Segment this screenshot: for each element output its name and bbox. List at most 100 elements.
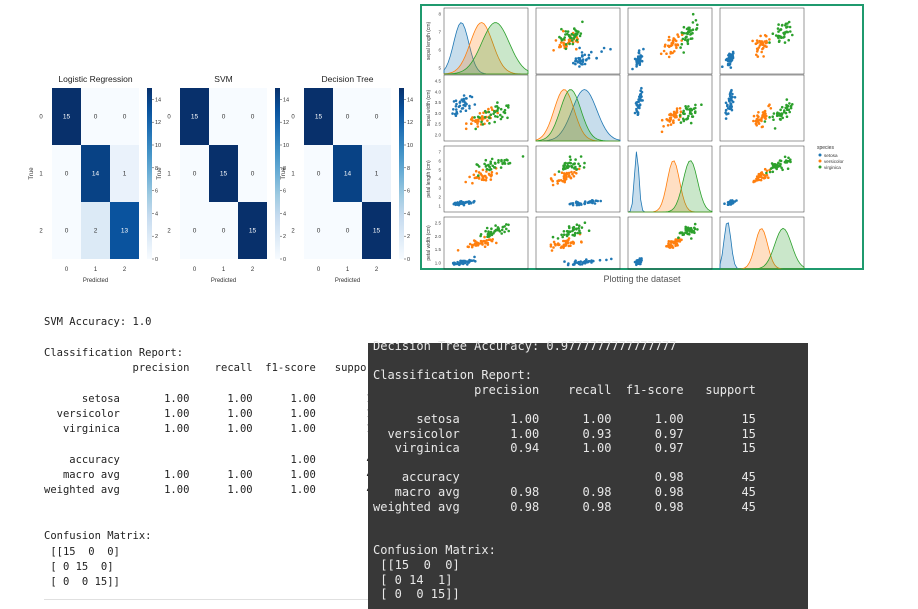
point-virginica xyxy=(566,30,570,33)
pairplot-tick-label: 2 xyxy=(438,195,441,200)
point-virginica xyxy=(780,112,784,116)
dt_report-line: setosa 1.00 1.00 1.00 15 xyxy=(373,412,756,426)
point-virginica xyxy=(691,21,695,24)
pairplot-caption: Plotting the dataset xyxy=(603,274,681,284)
point-virginica xyxy=(691,31,694,35)
point-virginica xyxy=(686,40,689,43)
point-virginica xyxy=(489,113,493,116)
heatmap-cell xyxy=(333,202,362,259)
heatmap-cell xyxy=(238,202,267,259)
point-versicolor xyxy=(549,243,553,246)
point-versicolor xyxy=(495,241,498,245)
point-virginica xyxy=(787,156,790,160)
point-versicolor xyxy=(757,122,761,125)
point-virginica xyxy=(688,26,691,30)
point-setosa xyxy=(729,200,732,203)
point-virginica xyxy=(768,116,771,119)
point-virginica xyxy=(503,230,506,234)
point-setosa xyxy=(724,117,728,120)
point-virginica xyxy=(560,233,563,237)
point-versicolor xyxy=(476,176,480,179)
heatmap-cell-label: 0 xyxy=(94,114,98,121)
pairplot-tick-label: 6 xyxy=(438,159,441,164)
x-axis-label: Predicted xyxy=(335,278,360,284)
point-virginica xyxy=(791,33,794,37)
point-virginica xyxy=(690,237,693,240)
point-setosa xyxy=(637,100,640,104)
point-virginica xyxy=(787,108,791,111)
point-versicolor xyxy=(755,53,758,57)
point-setosa xyxy=(723,202,726,205)
point-virginica xyxy=(476,163,479,167)
point-virginica xyxy=(785,26,788,29)
y-tick-label: 0 xyxy=(291,115,295,121)
point-versicolor xyxy=(674,111,678,114)
point-versicolor xyxy=(672,121,675,125)
point-setosa xyxy=(580,51,584,54)
point-virginica xyxy=(688,30,691,34)
point-virginica xyxy=(688,233,691,236)
svm_report-line: [[15 0 0] xyxy=(44,545,120,558)
dt_report-line: accuracy 0.98 45 xyxy=(373,470,756,485)
point-virginica xyxy=(789,106,793,110)
point-versicolor xyxy=(571,172,574,176)
point-versicolor xyxy=(670,240,674,243)
point-virginica xyxy=(579,32,583,35)
point-virginica xyxy=(489,168,493,171)
point-setosa xyxy=(578,46,581,50)
point-virginica xyxy=(789,30,792,33)
point-setosa xyxy=(579,61,582,65)
pairplot-tick-label: 3.0 xyxy=(435,111,442,116)
point-versicolor xyxy=(564,174,568,177)
x-axis-label: Predicted xyxy=(211,278,236,284)
point-virginica xyxy=(496,109,499,112)
point-virginica xyxy=(696,23,699,27)
heatmap-cell-label: 0 xyxy=(193,228,197,235)
point-versicolor xyxy=(760,173,764,176)
point-versicolor xyxy=(491,108,494,111)
point-virginica xyxy=(581,20,584,24)
point-setosa xyxy=(577,262,581,266)
point-virginica xyxy=(694,110,697,113)
point-versicolor xyxy=(674,43,677,46)
point-versicolor xyxy=(672,240,676,244)
point-versicolor xyxy=(752,180,755,184)
point-versicolor xyxy=(760,40,764,43)
point-versicolor xyxy=(476,122,479,125)
point-versicolor xyxy=(659,52,663,56)
point-versicolor xyxy=(666,44,670,48)
colorbar-tick-label: 12 xyxy=(283,120,289,126)
point-versicolor xyxy=(670,113,673,117)
kde-virginica xyxy=(443,22,529,75)
point-virginica xyxy=(489,160,492,163)
point-virginica xyxy=(577,30,580,33)
point-setosa xyxy=(600,50,603,53)
point-virginica xyxy=(773,127,777,130)
point-virginica xyxy=(690,230,694,234)
point-virginica xyxy=(488,116,491,120)
point-virginica xyxy=(582,166,586,169)
point-virginica xyxy=(685,32,688,35)
point-virginica xyxy=(564,161,567,165)
point-versicolor xyxy=(668,119,672,123)
point-setosa xyxy=(728,52,731,56)
point-virginica xyxy=(686,117,689,121)
point-versicolor xyxy=(551,183,555,187)
point-versicolor xyxy=(484,240,487,243)
heatmap-cell xyxy=(333,145,362,202)
point-setosa xyxy=(459,262,463,265)
point-setosa xyxy=(459,202,462,205)
heatmap-cell-label: 14 xyxy=(344,171,352,178)
point-virginica xyxy=(503,159,506,162)
point-virginica xyxy=(777,23,780,26)
pairplot-tick-label: 4 xyxy=(438,177,441,182)
point-virginica xyxy=(679,121,683,124)
point-setosa xyxy=(461,107,465,110)
colorbar-tick-label: 10 xyxy=(283,143,289,149)
point-setosa xyxy=(590,50,593,54)
legend-entry: setosa xyxy=(824,153,838,158)
point-virginica xyxy=(768,170,772,174)
point-virginica xyxy=(493,166,496,169)
heatmap-cell xyxy=(110,202,139,259)
point-versicolor xyxy=(474,244,477,247)
